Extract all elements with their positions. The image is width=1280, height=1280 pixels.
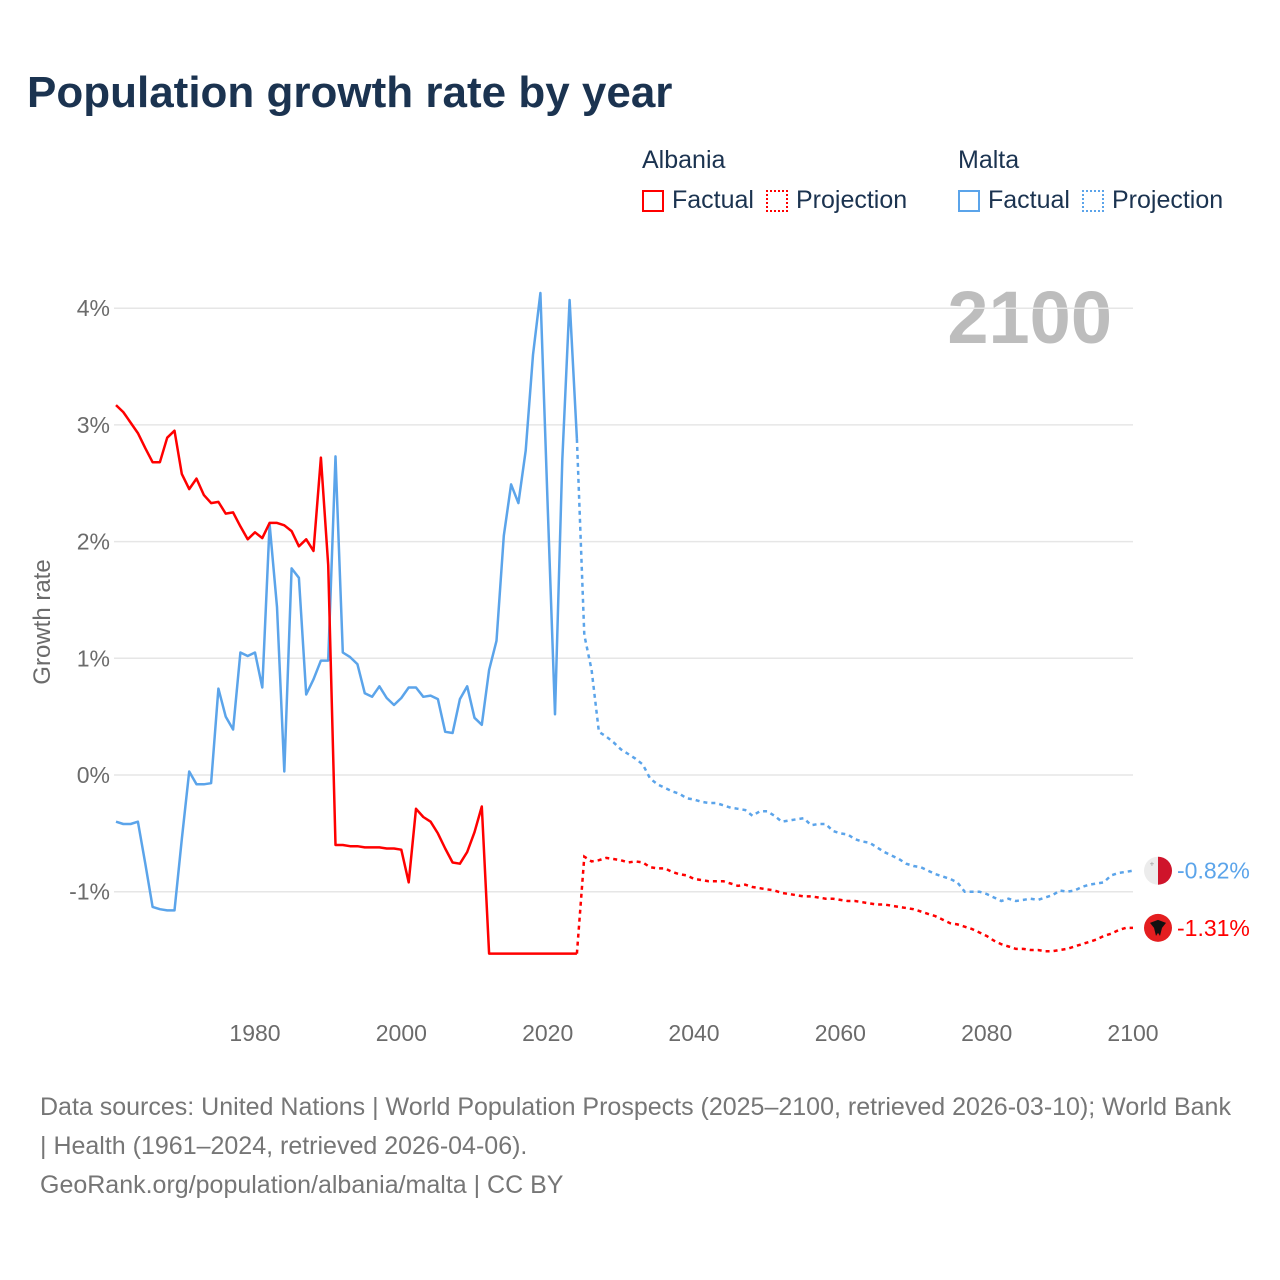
legend-label: Factual <box>672 186 754 214</box>
legend-albania-projection[interactable]: Projection <box>765 186 908 215</box>
legend-malta-factual[interactable]: Factual <box>958 186 1070 215</box>
y-tick-label: 1% <box>77 645 110 671</box>
x-tick-label: 2020 <box>522 1020 573 1046</box>
data-sources: Data sources: United Nations | World Pop… <box>40 1093 1231 1160</box>
legend-label: Projection <box>1111 186 1224 214</box>
malta-flag-icon: + <box>1144 856 1172 885</box>
x-tick-label: 2100 <box>1107 1020 1158 1046</box>
x-tick-label: 2080 <box>961 1020 1012 1046</box>
legend-label: Factual <box>988 186 1070 214</box>
legend-swatch-dotted <box>1081 189 1104 212</box>
malta-projection-line <box>575 438 1134 903</box>
y-tick-label: 2% <box>77 529 110 555</box>
legend-albania: Albania Factual Projection <box>642 146 919 215</box>
legend-swatch-solid <box>642 189 664 212</box>
credit-link[interactable]: GeoRank.org/population/albania/malta | C… <box>40 1171 564 1199</box>
malta-factual-line <box>115 291 579 912</box>
albania-end-value: -1.31% <box>1177 915 1250 941</box>
plot-area: 2100 Growth rate 4% 3% 2% 1% 0% -1% 1980 2000 20… <box>29 276 1250 1046</box>
legend-label: Projection <box>795 186 908 214</box>
albania-flag-icon <box>1144 913 1172 942</box>
malta-end-value: -0.82% <box>1177 858 1250 884</box>
y-tick-label: 4% <box>77 295 110 321</box>
legend-malta-projection[interactable]: Projection <box>1081 186 1224 215</box>
legend-albania-title: Albania <box>642 146 726 174</box>
y-tick-label: 3% <box>77 412 110 438</box>
legend-swatch-solid <box>958 189 980 212</box>
legend-swatch-dotted <box>765 189 788 212</box>
legend-malta: Malta Factual Projection <box>958 146 1235 215</box>
year-display: 2100 <box>947 276 1112 359</box>
y-tick-label: -1% <box>69 879 110 905</box>
y-tick-label: 0% <box>77 762 110 788</box>
legend-malta-title: Malta <box>958 146 1020 174</box>
svg-text:+: + <box>1150 860 1155 869</box>
chart-title: Population growth rate by year <box>27 68 673 117</box>
albania-factual-line <box>115 404 577 955</box>
footer: Data sources: United Nations | World Pop… <box>40 1088 1240 1205</box>
x-tick-label: 2040 <box>668 1020 719 1046</box>
x-tick-label: 1980 <box>229 1020 280 1046</box>
y-axis-label: Growth rate <box>29 559 56 684</box>
albania-projection-line <box>575 854 1133 954</box>
x-tick-label: 2060 <box>815 1020 866 1046</box>
legend-albania-factual[interactable]: Factual <box>642 186 754 215</box>
x-tick-label: 2000 <box>376 1020 427 1046</box>
